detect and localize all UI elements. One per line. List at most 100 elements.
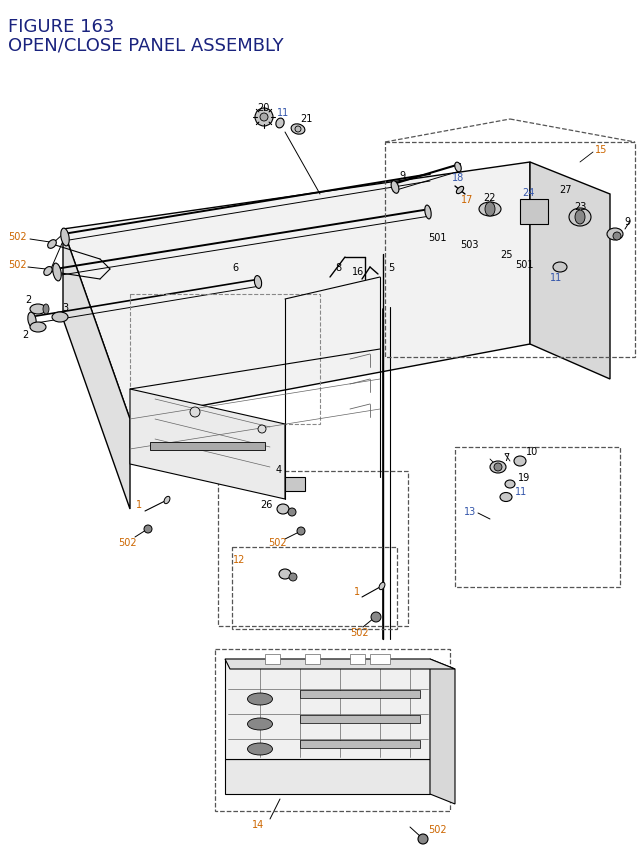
Bar — [150, 443, 265, 450]
Bar — [305, 654, 320, 664]
Bar — [215, 649, 450, 811]
Text: 24: 24 — [522, 188, 534, 198]
Bar — [300, 740, 420, 748]
Bar — [130, 294, 320, 424]
Ellipse shape — [514, 456, 526, 467]
Ellipse shape — [485, 202, 495, 217]
Ellipse shape — [248, 693, 273, 705]
Bar — [385, 143, 635, 357]
Polygon shape — [63, 163, 530, 419]
Ellipse shape — [569, 208, 591, 226]
Circle shape — [295, 127, 301, 133]
Text: 17: 17 — [461, 195, 474, 205]
Ellipse shape — [279, 569, 291, 579]
Circle shape — [289, 573, 297, 581]
Circle shape — [255, 108, 273, 127]
Text: 16: 16 — [352, 267, 364, 276]
Text: 27: 27 — [559, 185, 572, 195]
Text: 22: 22 — [483, 193, 495, 202]
Circle shape — [190, 407, 200, 418]
Text: 4: 4 — [276, 464, 282, 474]
Bar — [300, 691, 420, 698]
Ellipse shape — [553, 263, 567, 273]
Circle shape — [613, 232, 621, 241]
Text: 9: 9 — [399, 170, 405, 181]
Circle shape — [260, 114, 268, 122]
Ellipse shape — [291, 125, 305, 135]
Text: 11: 11 — [550, 273, 563, 282]
Bar — [300, 715, 420, 723]
Ellipse shape — [575, 211, 585, 225]
Text: 8: 8 — [335, 263, 341, 273]
Text: 5: 5 — [388, 263, 394, 273]
Polygon shape — [225, 660, 455, 669]
Polygon shape — [530, 163, 610, 380]
Text: 1: 1 — [136, 499, 142, 510]
Ellipse shape — [44, 267, 52, 276]
Bar — [455, 448, 620, 587]
Text: 1: 1 — [354, 586, 360, 597]
Text: 2: 2 — [25, 294, 31, 305]
Bar — [520, 200, 548, 225]
Ellipse shape — [500, 493, 512, 502]
Polygon shape — [225, 660, 430, 759]
Ellipse shape — [52, 313, 68, 323]
Ellipse shape — [479, 202, 501, 217]
Text: 502: 502 — [8, 232, 27, 242]
Text: 10: 10 — [526, 447, 538, 456]
Ellipse shape — [48, 240, 56, 249]
Ellipse shape — [607, 229, 623, 241]
Circle shape — [371, 612, 381, 623]
Ellipse shape — [61, 229, 69, 246]
Bar — [370, 654, 390, 664]
Text: OPEN/CLOSE PANEL ASSEMBLY: OPEN/CLOSE PANEL ASSEMBLY — [8, 36, 284, 54]
Ellipse shape — [248, 718, 273, 730]
Text: 502: 502 — [428, 824, 447, 834]
Text: 11: 11 — [277, 108, 289, 118]
Text: 502: 502 — [8, 260, 27, 269]
Ellipse shape — [52, 263, 61, 282]
Ellipse shape — [30, 323, 46, 332]
Bar — [265, 654, 280, 664]
Text: 20: 20 — [257, 102, 269, 113]
Circle shape — [418, 834, 428, 844]
Bar — [232, 548, 397, 629]
Ellipse shape — [30, 305, 46, 314]
Text: 502: 502 — [118, 537, 136, 548]
Text: 21: 21 — [300, 114, 312, 124]
Text: 9: 9 — [624, 217, 630, 226]
Text: 3: 3 — [62, 303, 68, 313]
Ellipse shape — [425, 206, 431, 220]
Ellipse shape — [276, 119, 284, 129]
Text: FIGURE 163: FIGURE 163 — [8, 18, 115, 36]
Ellipse shape — [379, 583, 385, 590]
Bar — [350, 654, 365, 664]
Ellipse shape — [164, 497, 170, 504]
Bar — [285, 478, 305, 492]
Text: 23: 23 — [574, 201, 586, 212]
Ellipse shape — [391, 182, 399, 194]
Text: 502: 502 — [268, 537, 287, 548]
Text: 501: 501 — [515, 260, 534, 269]
Text: 19: 19 — [518, 473, 531, 482]
Text: 502: 502 — [350, 628, 369, 637]
Text: 501: 501 — [428, 232, 447, 243]
Ellipse shape — [43, 305, 49, 314]
Polygon shape — [63, 230, 130, 510]
Text: 13: 13 — [464, 506, 476, 517]
Circle shape — [288, 508, 296, 517]
Circle shape — [297, 528, 305, 536]
Polygon shape — [130, 389, 285, 499]
Text: 14: 14 — [252, 819, 264, 829]
Ellipse shape — [277, 505, 289, 514]
Circle shape — [258, 425, 266, 433]
Ellipse shape — [455, 163, 461, 173]
Text: 6: 6 — [232, 263, 238, 273]
Ellipse shape — [490, 461, 506, 474]
Polygon shape — [225, 759, 430, 794]
Ellipse shape — [28, 313, 36, 329]
Text: 11: 11 — [515, 486, 527, 497]
Text: 503: 503 — [460, 239, 479, 250]
Ellipse shape — [505, 480, 515, 488]
Text: 2: 2 — [22, 330, 28, 339]
